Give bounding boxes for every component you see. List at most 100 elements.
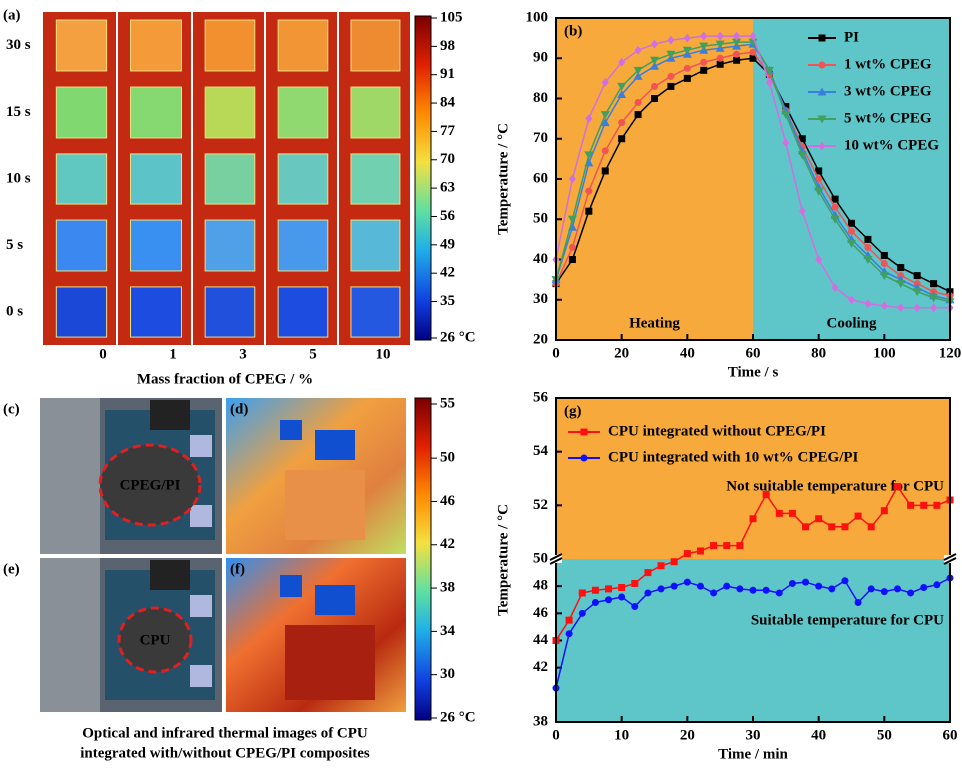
marker — [841, 523, 849, 531]
marker — [749, 48, 757, 56]
region-label: Cooling — [826, 315, 877, 331]
region — [556, 398, 950, 559]
marker — [601, 147, 609, 155]
marker — [830, 215, 840, 224]
region-label: Suitable temperature for CPU — [751, 612, 944, 628]
marker — [749, 31, 757, 41]
ir-image-d — [226, 398, 406, 554]
y-axis-title: Temperature / °C — [495, 123, 511, 235]
marker — [710, 589, 718, 597]
y-tick-label: 44 — [533, 632, 549, 648]
legend-label: 5 wt% CPEG — [844, 110, 932, 126]
colorbar-tick-label: 26 °C — [440, 329, 476, 345]
marker — [650, 56, 659, 65]
legend-label: 1 wt% CPEG — [844, 56, 932, 72]
marker — [682, 46, 692, 55]
marker — [670, 558, 678, 566]
y-tick-label: 50 — [533, 550, 548, 566]
y-tick-label: 48 — [533, 578, 548, 594]
marker — [841, 577, 849, 585]
panel-label: (a) — [3, 7, 21, 23]
marker — [700, 66, 708, 74]
marker — [749, 586, 757, 594]
axis-break-gap — [944, 555, 956, 563]
marker — [633, 71, 643, 80]
marker — [764, 66, 774, 75]
marker — [782, 138, 790, 148]
thermal-cell — [55, 219, 108, 272]
colorbar-tick-label: 34 — [440, 623, 456, 639]
thermal-cell — [204, 86, 256, 139]
marker — [696, 582, 704, 590]
marker — [716, 60, 724, 68]
marker — [605, 596, 613, 604]
marker — [605, 585, 613, 593]
marker — [913, 272, 921, 280]
marker — [880, 260, 888, 268]
y-tick-label: 90 — [533, 50, 548, 66]
marker — [762, 491, 770, 499]
axis-break — [943, 553, 957, 561]
marker — [651, 82, 658, 90]
marker — [736, 542, 744, 550]
thermal-cell — [277, 86, 329, 139]
legend-marker — [817, 87, 827, 96]
marker — [907, 589, 915, 597]
series — [551, 38, 955, 307]
marker — [864, 243, 872, 251]
marker — [880, 251, 888, 259]
panel-label: (d) — [230, 401, 248, 417]
thermal-cell — [130, 286, 182, 338]
thermal-cell — [350, 153, 401, 205]
colorbar-tick-label: 105 — [440, 9, 463, 25]
x-tick-label: 5 — [309, 346, 317, 362]
marker — [815, 175, 823, 183]
colorbar-tick-label: 49 — [440, 236, 455, 252]
marker — [683, 550, 691, 558]
x-tick-label: 80 — [811, 345, 826, 361]
thermal-cell — [55, 19, 108, 72]
thermal-cell — [277, 219, 329, 272]
x-tick-label: 30 — [746, 727, 761, 743]
marker — [644, 589, 652, 597]
marker — [879, 272, 889, 281]
panel-label: (f) — [230, 561, 245, 577]
series — [552, 483, 954, 644]
marker — [864, 235, 872, 243]
marker — [788, 509, 796, 517]
marker — [828, 585, 836, 593]
marker — [617, 82, 627, 91]
marker — [667, 82, 675, 90]
marker — [651, 39, 658, 49]
panel-label: (b) — [564, 23, 582, 39]
panel-label: (c) — [3, 401, 20, 417]
marker — [699, 42, 709, 51]
marker — [591, 598, 599, 606]
axis-break-gap — [550, 555, 562, 563]
thermal-cell — [55, 86, 108, 139]
marker — [565, 616, 573, 624]
colorbar-tick-label: 46 — [440, 493, 456, 509]
y-tick-label: 56 — [533, 389, 549, 405]
marker — [893, 585, 901, 593]
colorbar-tick-label: 98 — [440, 38, 455, 54]
colorbar-tick-label: 26 °C — [440, 709, 476, 725]
marker — [930, 280, 938, 288]
y-tick-label: 30 — [533, 291, 548, 307]
y-tick-label: 50 — [533, 211, 548, 227]
marker — [897, 264, 905, 272]
marker — [848, 219, 855, 227]
marker — [896, 280, 906, 289]
marker — [634, 111, 642, 119]
colorbar-tick-label: 35 — [440, 293, 455, 309]
colorbar-tick-label: 42 — [440, 536, 455, 552]
caption: Optical and infrared thermal images of C… — [82, 725, 368, 741]
region-label: Heating — [629, 315, 680, 331]
marker — [584, 151, 594, 160]
marker — [600, 118, 610, 127]
marker — [618, 584, 626, 592]
marker — [854, 512, 862, 520]
colorbar-tick-label: 91 — [440, 66, 455, 82]
marker — [710, 542, 718, 550]
